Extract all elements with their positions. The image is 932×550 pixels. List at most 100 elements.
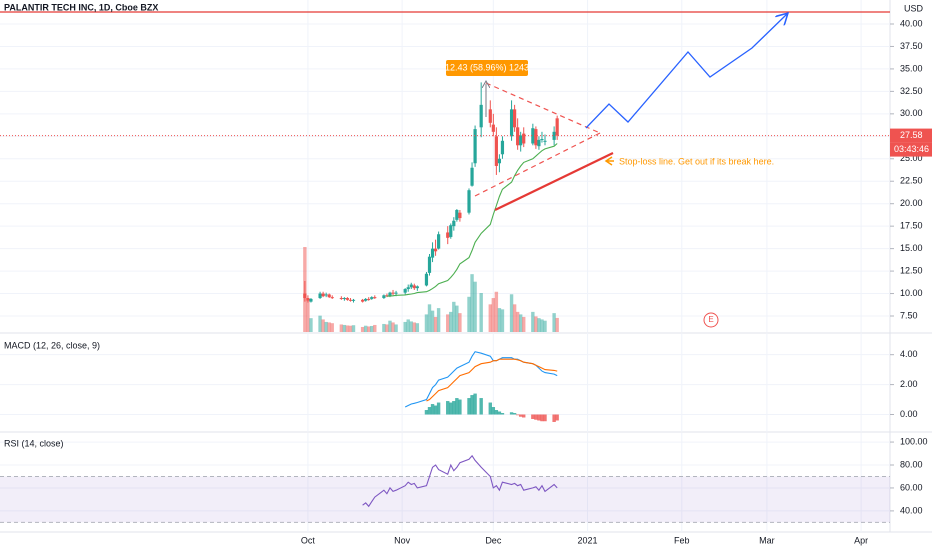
volume-bar bbox=[455, 305, 459, 332]
volume-bar bbox=[555, 317, 559, 332]
volume-bar bbox=[394, 324, 398, 332]
candle-body bbox=[342, 298, 346, 300]
projection-path bbox=[585, 14, 787, 129]
y-tick-label: 32.50 bbox=[900, 86, 923, 96]
triangle-upper bbox=[485, 82, 601, 134]
stop-loss-note: Stop-loss line. Get out if its break her… bbox=[619, 156, 774, 166]
y-tick-label: 12.50 bbox=[900, 265, 923, 275]
candle-body bbox=[509, 109, 514, 137]
candle-body bbox=[455, 209, 459, 220]
candle-body bbox=[537, 139, 541, 147]
volume-bar bbox=[494, 291, 499, 332]
volume-bar bbox=[309, 318, 313, 332]
volume-bar bbox=[531, 311, 535, 332]
histogram-bar bbox=[446, 401, 450, 415]
rsi-band bbox=[0, 476, 890, 523]
volume-bar bbox=[534, 316, 538, 332]
candle-body bbox=[324, 294, 328, 296]
y-tick-label: 80.00 bbox=[900, 459, 923, 469]
volume-bar bbox=[458, 313, 462, 332]
candle-body bbox=[552, 131, 556, 140]
candle-body bbox=[391, 292, 395, 294]
candle-body bbox=[534, 129, 538, 146]
volume-bar bbox=[403, 321, 407, 332]
candle-body bbox=[330, 297, 334, 299]
candle-body bbox=[513, 109, 517, 128]
volume-bar bbox=[479, 293, 483, 332]
currency: USD bbox=[904, 3, 924, 13]
x-tick-label: Dec bbox=[485, 535, 502, 545]
countdown-label: 03:43:46 bbox=[894, 144, 929, 154]
candle-body bbox=[361, 299, 365, 302]
candle-body bbox=[427, 256, 432, 273]
volume-bar bbox=[406, 319, 410, 332]
y-tick-label: 100.00 bbox=[900, 436, 928, 446]
y-tick-label: 4.00 bbox=[900, 349, 918, 359]
histogram-bar bbox=[512, 413, 517, 415]
volume-bar bbox=[515, 311, 520, 332]
candle-body bbox=[318, 293, 322, 299]
x-tick-label: Oct bbox=[301, 535, 316, 545]
candle-body bbox=[543, 140, 547, 142]
volume-bar bbox=[512, 304, 517, 332]
candle-body bbox=[470, 167, 474, 186]
candle-body bbox=[409, 284, 413, 288]
volume-bar bbox=[488, 304, 492, 332]
candle-body bbox=[309, 298, 313, 302]
volume-bar bbox=[470, 274, 474, 332]
y-tick-label: 17.50 bbox=[900, 221, 923, 231]
histogram-bar bbox=[494, 410, 499, 415]
stop-loss-line bbox=[494, 152, 614, 211]
histogram-bar bbox=[534, 414, 538, 420]
candle-body bbox=[430, 248, 435, 258]
histogram-bar bbox=[427, 407, 432, 415]
y-tick-label: 25.00 bbox=[900, 153, 923, 163]
candle-body bbox=[446, 232, 450, 238]
histogram-bar bbox=[458, 399, 462, 415]
candle-body bbox=[473, 129, 477, 164]
volume-bar bbox=[385, 324, 389, 332]
candle-body bbox=[437, 234, 441, 249]
volume-bar bbox=[321, 319, 325, 332]
candle-body bbox=[403, 289, 407, 293]
histogram-bar bbox=[449, 402, 453, 415]
panes bbox=[0, 0, 932, 533]
volume-bar bbox=[330, 323, 334, 332]
histogram-bar bbox=[522, 414, 526, 418]
candle-body bbox=[373, 297, 377, 299]
volume-bar bbox=[543, 320, 547, 332]
volume-bar bbox=[446, 314, 450, 332]
last-price-box bbox=[890, 128, 932, 143]
volume-bar bbox=[391, 322, 395, 332]
x-tick-label: Feb bbox=[674, 535, 690, 545]
candle-body bbox=[424, 273, 429, 286]
candle-body bbox=[388, 292, 392, 297]
y-tick-label: 7.50 bbox=[900, 310, 918, 320]
plot bbox=[0, 0, 894, 532]
volume-bar bbox=[436, 308, 441, 332]
volume-bar bbox=[360, 326, 365, 332]
candle-body bbox=[415, 286, 419, 289]
candle-body bbox=[467, 190, 471, 213]
histogram-bar bbox=[543, 414, 547, 422]
candle-body bbox=[394, 292, 398, 294]
volume-bar bbox=[500, 309, 505, 332]
x-tick-label: 2021 bbox=[578, 535, 598, 545]
candle-body bbox=[351, 299, 356, 301]
candle-body bbox=[522, 133, 526, 144]
y-tick-label: 37.50 bbox=[900, 41, 923, 51]
moving-average bbox=[386, 143, 558, 297]
volume-bar bbox=[367, 326, 371, 332]
y-tick-label: 2.00 bbox=[900, 379, 918, 389]
histogram-bar bbox=[509, 412, 514, 415]
y-tick-label: 40.00 bbox=[900, 18, 923, 28]
earnings-marker[interactable] bbox=[703, 312, 719, 328]
chart-title: PALANTIR TECH INC, 1D, Cboe BZX bbox=[4, 2, 158, 12]
measure-label-box bbox=[446, 60, 528, 76]
drawings: 12.43 (58.96%) 1243 Stop-loss line. Get … bbox=[0, 11, 890, 328]
rsi-line bbox=[362, 454, 558, 508]
measure-label: 12.43 (58.96%) 1243 bbox=[445, 62, 529, 72]
histogram-bar bbox=[491, 407, 496, 415]
volume-bar bbox=[339, 324, 344, 332]
y-tick-label: 15.00 bbox=[900, 243, 923, 253]
